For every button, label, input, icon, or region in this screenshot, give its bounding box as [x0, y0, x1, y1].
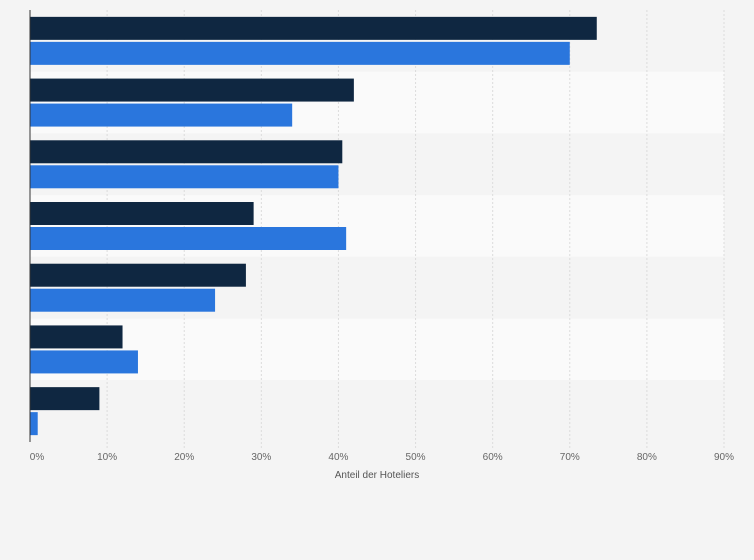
x-tick-label: 20% [174, 452, 194, 463]
bar [30, 16, 597, 40]
bar [30, 412, 38, 436]
bar [30, 41, 570, 65]
x-tick-label: 70% [560, 452, 580, 463]
bar [30, 78, 354, 102]
x-tick-label: 80% [637, 452, 657, 463]
x-tick-labels: 0% 10% 20% 30% 40% 50% 60% 70% 80% 90% [30, 452, 734, 463]
bar [30, 202, 254, 225]
x-tick-label: 30% [251, 452, 271, 463]
bar [30, 263, 246, 287]
bar [30, 288, 216, 312]
x-axis-title: Anteil der Hoteliers [335, 470, 419, 481]
bars [30, 16, 597, 436]
bar [30, 103, 293, 127]
bar [30, 350, 138, 374]
bar [30, 227, 347, 250]
bar [30, 140, 343, 164]
x-tick-label: 50% [406, 452, 426, 463]
x-tick-label: 10% [97, 452, 117, 463]
category-bands [30, 10, 724, 442]
x-tick-label: 40% [328, 452, 348, 463]
bar [30, 165, 339, 189]
category-band [30, 380, 724, 442]
x-tick-label: 90% [714, 452, 734, 463]
bar [30, 325, 123, 349]
x-tick-label: 0% [30, 452, 45, 463]
category-band [30, 318, 724, 381]
x-tick-label: 60% [483, 452, 503, 463]
bar [30, 387, 100, 411]
